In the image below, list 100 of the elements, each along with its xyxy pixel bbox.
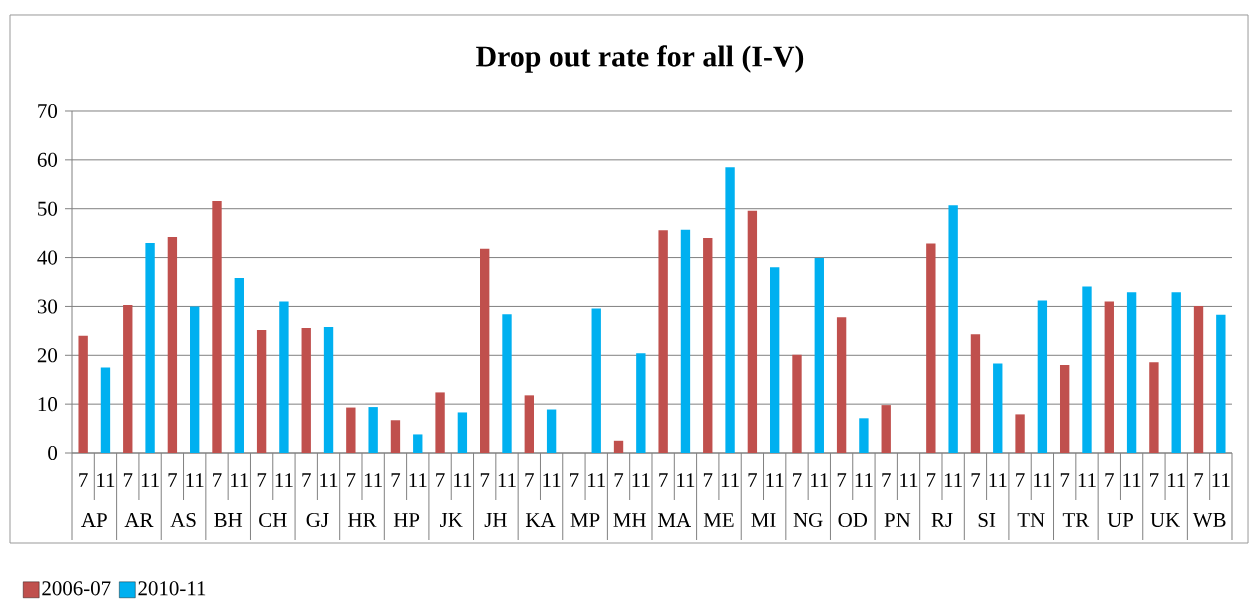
text: BH [214,513,243,527]
bar [591,308,601,453]
legend-label: 2010-11 [138,581,206,596]
y-tick-label: 50 [38,201,58,216]
text: SI [978,512,996,528]
bar [636,353,646,453]
x-tick-label: 11 [320,473,338,487]
bar [881,405,891,453]
text: OD [838,512,868,528]
x-tick-label: 7 [971,473,981,487]
bar [524,395,534,453]
text: AS [170,512,196,528]
x-tick-label: 11 [811,473,829,487]
text: NG [793,512,823,528]
bar [1037,300,1048,453]
bar [413,434,423,453]
x-tick-label: 11 [1034,473,1052,487]
text: MI [751,513,776,527]
x-tick-label: 11 [1167,473,1186,487]
y-tick-label: 30 [37,299,58,314]
x-tick-label: 7 [748,473,757,487]
text: AP [81,513,107,527]
text: CH [259,512,287,528]
x-tick-label: 7 [882,473,891,487]
x-tick-label: 7 [525,473,534,487]
bar [78,335,88,453]
bar [1015,414,1025,453]
bar [234,278,244,453]
x-tick-label: 7 [257,473,267,487]
x-tick-label: 11 [721,473,739,487]
bar [1216,314,1226,453]
y-tick-label: 40 [37,250,58,265]
text: MP [570,513,600,527]
bar [1126,292,1137,453]
x-tick-label: 11 [275,473,293,487]
x-tick-label: 11 [454,473,472,487]
bar [1193,305,1204,453]
bar [1104,301,1114,453]
legend-label: 2006-07 [42,581,111,596]
bar [256,329,267,453]
x-tick-label: 7 [1194,473,1204,487]
x-tick-label: 7 [346,473,356,487]
bar [770,267,780,453]
bar [502,314,512,453]
bar [836,317,847,453]
x-tick-label: 11 [632,473,650,487]
x-tick-label: 7 [123,473,133,487]
y-tick-label: 70 [38,103,58,119]
text: JK [440,513,463,527]
bar [613,440,624,453]
x-tick-label: 7 [436,473,445,487]
y-tick-label: 0 [48,445,58,461]
bar [792,354,802,453]
bar [190,306,200,453]
bar [368,407,378,453]
bar [1149,362,1159,453]
bar [480,248,490,453]
x-tick-label: 7 [793,473,802,487]
bar [301,327,311,453]
bar [993,363,1003,453]
bar [100,367,111,453]
bar [1059,365,1070,453]
x-tick-label: 7 [837,473,847,487]
x-tick-label: 7 [1016,473,1025,487]
x-tick-label: 7 [926,473,936,487]
bar [123,304,133,453]
x-tick-label: 7 [614,473,624,487]
x-tick-label: 11 [409,473,427,487]
x-tick-label: 11 [1212,473,1230,487]
text: AR [124,513,154,527]
text: PN [884,513,911,527]
y-tick-label: 20 [37,348,58,363]
bar [926,243,936,453]
x-tick-label: 11 [97,473,115,487]
x-tick-label: 11 [587,473,606,487]
bar [970,334,981,453]
x-tick-label: 7 [1060,473,1070,487]
bar [814,258,824,453]
text: RJ [931,513,953,527]
x-tick-label: 7 [79,473,88,487]
text: KA [525,513,556,527]
bar [859,418,869,453]
x-tick-label: 7 [480,473,490,487]
bar [346,407,356,453]
text: WB [1192,512,1226,527]
text: UP [1107,513,1133,527]
x-tick-label: 7 [1150,473,1159,487]
bar [279,301,289,453]
x-tick-label: 11 [364,473,382,487]
bar [703,238,713,453]
x-tick-label: 11 [141,473,159,487]
bar [457,412,468,453]
x-tick-label: 11 [900,473,918,487]
text: TN [1017,513,1045,527]
x-tick-label: 7 [703,473,713,487]
text: MA [658,513,691,527]
x-tick-label: 11 [498,473,516,487]
text: GJ [306,512,329,528]
bar [680,229,691,453]
x-tick-label: 11 [1078,473,1096,487]
